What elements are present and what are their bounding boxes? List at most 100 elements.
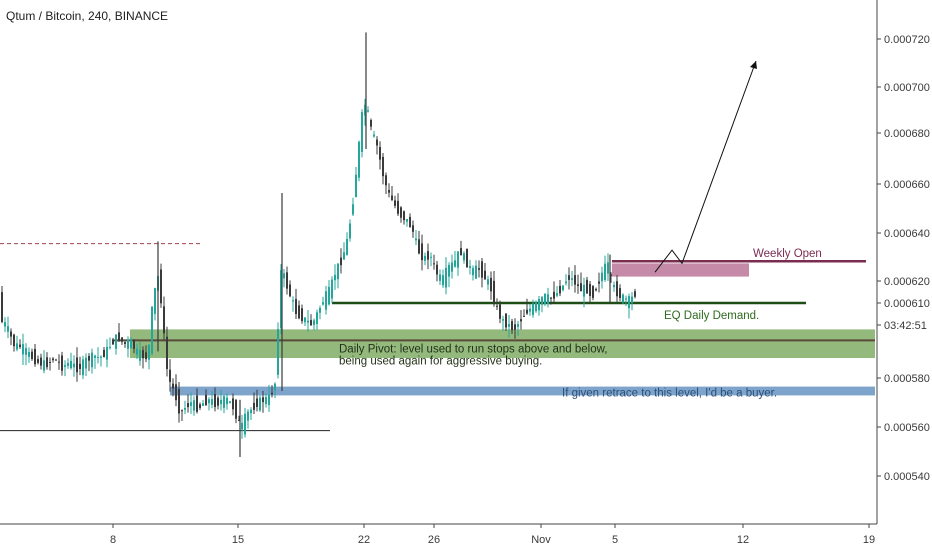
candle-body (586, 279, 588, 294)
candle-body (388, 189, 390, 193)
candle-body (493, 280, 495, 305)
candle-body (625, 298, 627, 300)
candle-body (394, 200, 396, 206)
candle-body (58, 361, 60, 363)
candle-body (229, 401, 231, 403)
candle-body (211, 398, 213, 405)
candle-body (613, 284, 615, 288)
candle-body (373, 134, 375, 137)
candle-body (256, 398, 258, 408)
candle-body (280, 270, 282, 328)
candle-body (325, 291, 327, 310)
candle-body (313, 320, 315, 325)
candle-body (412, 225, 414, 232)
chart-title: Qtum / Bitcoin, 240, BINANCE (6, 9, 169, 23)
eq-demand-label: EQ Daily Demand. (664, 310, 759, 322)
candle-body (76, 357, 78, 373)
candle-body (340, 257, 342, 266)
candle-body (355, 174, 357, 198)
candle-body (265, 397, 267, 405)
weekly-open-zone (612, 263, 749, 277)
candle-body (214, 394, 216, 408)
x-tick-label: 26 (428, 534, 440, 546)
x-tick-label: 5 (612, 534, 618, 546)
daily-pivot-label-1: Daily Pivot: level used to run stops abo… (339, 343, 608, 355)
candle-body (10, 331, 12, 337)
candle-body (169, 369, 171, 382)
candle-body (22, 344, 24, 355)
candle-body (259, 397, 261, 411)
candle-body (535, 302, 537, 312)
candle-body (337, 263, 339, 280)
candle-body (40, 357, 42, 366)
candle-body (244, 413, 246, 435)
candle-body (112, 339, 114, 345)
candle-body (172, 383, 174, 389)
y-tick-label: 0.000620 (884, 276, 930, 288)
candle-body (634, 291, 636, 297)
y-tick-label: 0.000610 (884, 298, 930, 310)
candle-body (448, 264, 450, 277)
candle-body (484, 270, 486, 280)
candle-body (631, 296, 633, 303)
candle-body (286, 272, 288, 289)
candle-body (616, 281, 618, 297)
candle-body (226, 397, 228, 405)
candle-body (442, 275, 444, 286)
candle-body (310, 320, 312, 326)
candle-body (379, 146, 381, 160)
buy-zone (170, 386, 875, 396)
candle-body (1, 292, 3, 322)
candle-body (34, 348, 36, 365)
candle-body (577, 284, 579, 286)
candle-body (565, 281, 567, 284)
projection-path (654, 60, 757, 273)
candle-body (610, 274, 612, 277)
candle-body (127, 339, 129, 349)
candle-body (181, 410, 183, 412)
candle-body (277, 329, 279, 375)
candle-body (223, 396, 225, 408)
candle-body (538, 298, 540, 311)
candle-body (541, 297, 543, 305)
candle-body (457, 251, 459, 268)
candle-body (481, 261, 483, 278)
candle-body (46, 357, 48, 368)
candle-body (160, 269, 162, 304)
candle-body (271, 392, 273, 395)
candle-body (97, 356, 99, 358)
candle-body (490, 277, 492, 292)
candle-body (487, 279, 489, 285)
candle-body (205, 395, 207, 406)
candle-body (283, 273, 285, 279)
candle-body (103, 349, 105, 358)
candle-body (619, 288, 621, 298)
candle-body (469, 266, 471, 268)
candle-body (505, 313, 507, 328)
candle-body (475, 265, 477, 279)
candle-body (550, 297, 552, 299)
candle-body (436, 264, 438, 275)
candle-body (292, 300, 294, 302)
candle-body (451, 262, 453, 272)
candle-body (328, 286, 330, 305)
candle-body (91, 352, 93, 368)
candle-body (316, 312, 318, 324)
candle-body (295, 299, 297, 315)
candle-body (433, 263, 435, 265)
candle-body (130, 339, 132, 349)
y-tick-label: 0.000640 (884, 228, 930, 240)
candle-body (37, 359, 39, 363)
candle-body (4, 322, 6, 327)
candle-body (511, 321, 513, 331)
candle-body (409, 216, 411, 228)
candle-body (532, 303, 534, 316)
candle-body (154, 288, 156, 314)
daily-pivot-label-2: being used again for aggressive buying. (339, 355, 542, 367)
candle-body (145, 352, 147, 360)
candle-body (190, 402, 192, 406)
candle-body (463, 253, 465, 261)
candle-body (331, 279, 333, 299)
